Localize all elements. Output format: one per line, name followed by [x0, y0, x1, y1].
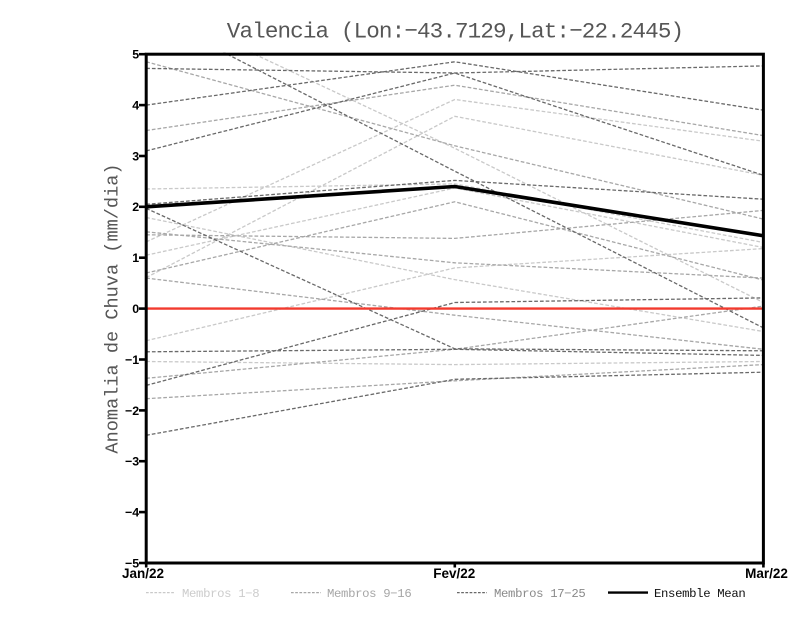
svg-text:3: 3 — [132, 149, 139, 163]
svg-text:Fev/22: Fev/22 — [433, 566, 475, 581]
svg-text:−1: −1 — [125, 353, 139, 367]
svg-text:Membros 17−25: Membros 17−25 — [494, 587, 585, 601]
svg-text:2: 2 — [132, 200, 139, 214]
svg-text:−2: −2 — [125, 404, 139, 418]
svg-text:1: 1 — [132, 251, 139, 265]
svg-text:Jan/22: Jan/22 — [122, 566, 164, 581]
svg-text:5: 5 — [132, 48, 139, 62]
svg-text:−4: −4 — [125, 506, 139, 520]
svg-text:Ensemble Mean: Ensemble Mean — [654, 587, 745, 601]
svg-text:4: 4 — [132, 99, 139, 113]
svg-text:Valencia (Lon:−43.7129,Lat:−22: Valencia (Lon:−43.7129,Lat:−22.2445) — [227, 19, 683, 45]
svg-text:Anomalia de Chuva (mm/dia): Anomalia de Chuva (mm/dia) — [103, 163, 124, 453]
svg-text:−5: −5 — [125, 556, 139, 570]
svg-text:Mar/22: Mar/22 — [745, 566, 788, 581]
svg-text:Membros 9−16: Membros 9−16 — [327, 587, 411, 601]
svg-text:Membros 1−8: Membros 1−8 — [182, 587, 259, 601]
svg-text:0: 0 — [132, 302, 139, 316]
svg-text:−3: −3 — [125, 455, 139, 469]
